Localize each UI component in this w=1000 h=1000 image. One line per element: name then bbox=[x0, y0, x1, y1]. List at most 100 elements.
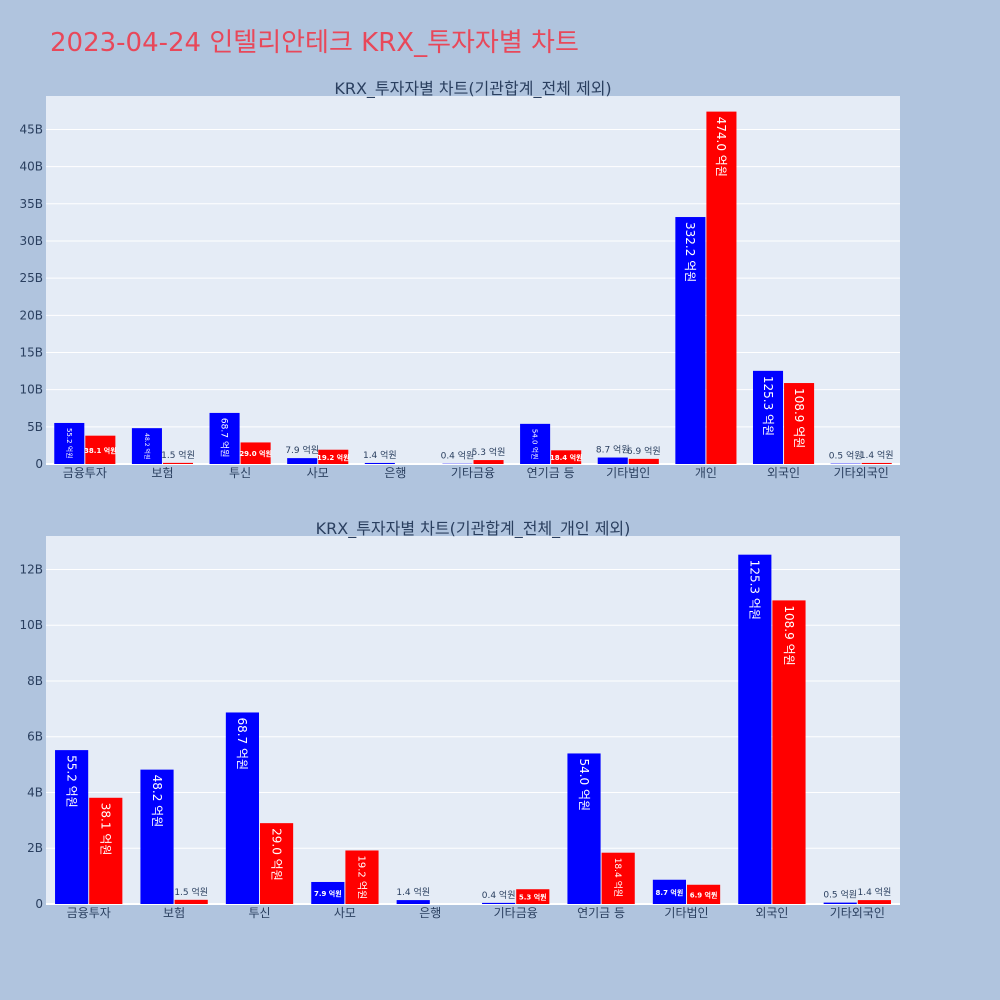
bar-red bbox=[516, 889, 550, 904]
x-tick-label: 은행 bbox=[419, 905, 441, 920]
x-tick-label: 기타외국인 bbox=[834, 466, 889, 480]
data-label: 1.5 억원 bbox=[161, 449, 195, 461]
data-label: 108.9 억원 bbox=[782, 605, 796, 665]
x-tick-label: 기타금융 bbox=[451, 466, 495, 480]
data-label: 0.4 억원 bbox=[482, 889, 516, 901]
x-tick-label: 개인 bbox=[695, 466, 717, 480]
bar-red bbox=[174, 899, 208, 904]
bar-red bbox=[345, 850, 379, 904]
data-label: 108.9 억원 bbox=[792, 388, 806, 448]
data-label: 5.3 억원 bbox=[472, 446, 506, 458]
plot-area bbox=[46, 536, 900, 904]
data-label: 7.9 억원 bbox=[285, 444, 319, 456]
bar-blue bbox=[225, 712, 259, 904]
bar-red bbox=[784, 383, 815, 464]
data-label: 29.0 억원 bbox=[269, 828, 283, 881]
x-tick-label: 기타법인 bbox=[606, 466, 650, 480]
bar-blue bbox=[364, 462, 395, 464]
x-tick-label: 투신 bbox=[248, 906, 270, 920]
x-tick-label: 금융투자 bbox=[63, 466, 107, 480]
bar-red bbox=[861, 462, 892, 464]
y-tick-label: 25B bbox=[19, 271, 43, 285]
bar-blue bbox=[396, 900, 430, 904]
data-label: 1.4 억원 bbox=[363, 449, 397, 461]
page-title: 2023-04-24 인텔리안테크 KRX_투자자별 차트 bbox=[50, 28, 579, 58]
bar-blue bbox=[823, 902, 857, 904]
bar-blue bbox=[131, 428, 162, 464]
y-tick-label: 35B bbox=[19, 197, 43, 211]
bar-red bbox=[240, 442, 271, 464]
data-label: 125.3 억원 bbox=[748, 560, 762, 620]
x-tick-label: 연기금 등 bbox=[577, 906, 625, 920]
data-label: 38.1 억원 bbox=[99, 803, 113, 856]
data-label: 55.2 억원 bbox=[65, 428, 74, 459]
y-tick-label: 0 bbox=[35, 897, 43, 911]
bar-blue bbox=[287, 458, 318, 464]
x-tick-label: 기타금융 bbox=[494, 906, 538, 920]
bar-blue bbox=[140, 769, 174, 904]
chart-title: KRX_투자자별 차트(기관합계_전체_개인 제외) bbox=[316, 519, 631, 539]
data-label: 38.1 억원 bbox=[84, 446, 117, 455]
data-label: 6.9 억원 bbox=[627, 445, 661, 457]
bar-red bbox=[857, 900, 891, 904]
data-label: 7.9 억원 bbox=[314, 889, 342, 898]
x-tick-label: 보험 bbox=[151, 466, 173, 480]
x-tick-label: 금융투자 bbox=[67, 906, 111, 920]
bar-red bbox=[162, 462, 194, 464]
data-label: 68.7 억원 bbox=[235, 717, 249, 770]
y-tick-label: 12B bbox=[19, 562, 43, 576]
x-tick-label: 기타법인 bbox=[664, 906, 708, 920]
x-tick-label: 연기금 등 bbox=[527, 466, 575, 480]
x-tick-label: 외국인 bbox=[755, 906, 788, 920]
data-label: 19.2 억원 bbox=[355, 855, 367, 899]
data-label: 0.5 억원 bbox=[823, 889, 857, 901]
y-tick-label: 5B bbox=[27, 420, 43, 434]
y-tick-label: 6B bbox=[27, 730, 43, 744]
y-tick-label: 30B bbox=[19, 234, 43, 248]
x-tick-label: 사모 bbox=[334, 906, 356, 920]
data-label: 1.4 억원 bbox=[396, 886, 430, 898]
chart-title: KRX_투자자별 차트(기관합계_전체 제외) bbox=[334, 79, 611, 99]
bar-red bbox=[260, 823, 294, 904]
bar-red bbox=[628, 458, 659, 464]
bar-red bbox=[706, 111, 737, 464]
bar-blue bbox=[567, 753, 601, 904]
data-label: 48.2 억원 bbox=[143, 433, 151, 459]
y-tick-label: 40B bbox=[19, 160, 43, 174]
bar-red bbox=[85, 435, 116, 464]
data-label: 54.0 억원 bbox=[577, 758, 591, 811]
data-label: 8.7 억원 bbox=[656, 888, 684, 897]
x-tick-label: 보험 bbox=[163, 906, 185, 920]
y-tick-label: 45B bbox=[19, 122, 43, 136]
y-tick-label: 4B bbox=[27, 785, 43, 799]
data-label: 48.2 억원 bbox=[150, 775, 164, 828]
data-label: 6.9 억원 bbox=[690, 890, 718, 899]
data-label: 68.7 억원 bbox=[218, 418, 230, 457]
y-tick-label: 20B bbox=[19, 308, 43, 322]
bar-blue bbox=[752, 370, 784, 464]
bar-blue bbox=[520, 423, 551, 464]
data-label: 125.3 억원 bbox=[761, 376, 775, 436]
x-tick-label: 은행 bbox=[384, 465, 406, 480]
data-label: 0.4 억원 bbox=[441, 450, 475, 462]
y-tick-label: 10B bbox=[19, 383, 43, 397]
bar-red bbox=[601, 852, 635, 904]
x-tick-label: 기타외국인 bbox=[830, 906, 885, 920]
bar-red bbox=[89, 797, 123, 904]
bar-blue bbox=[652, 879, 686, 904]
data-label: 18.4 억원 bbox=[550, 453, 583, 462]
data-label: 5.3 억원 bbox=[519, 893, 547, 902]
y-tick-label: 0 bbox=[35, 457, 43, 471]
data-label: 1.4 억원 bbox=[858, 886, 892, 898]
bar-blue bbox=[209, 412, 240, 464]
x-tick-label: 외국인 bbox=[767, 466, 800, 480]
bar-blue bbox=[311, 881, 345, 904]
bar-blue bbox=[597, 457, 628, 464]
y-tick-label: 8B bbox=[27, 674, 43, 688]
x-tick-label: 투신 bbox=[229, 466, 251, 480]
bar-blue bbox=[482, 902, 516, 904]
x-tick-label: 사모 bbox=[307, 466, 329, 480]
data-label: 332.2 억원 bbox=[683, 222, 697, 282]
data-label: 55.2 억원 bbox=[64, 755, 78, 808]
